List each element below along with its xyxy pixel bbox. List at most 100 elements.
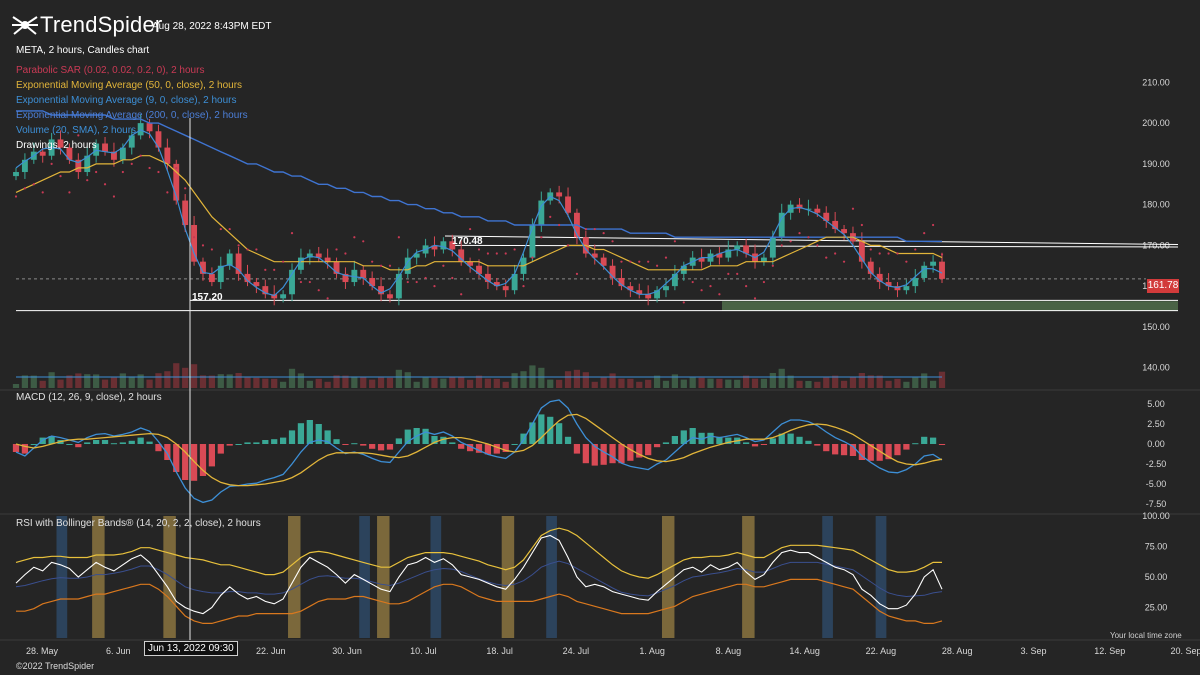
rsi-highlight-oversold (822, 516, 833, 638)
volume-bar (609, 373, 616, 388)
candle-body (832, 220, 839, 230)
macd-histogram-bar (832, 444, 839, 455)
psar-dot (442, 264, 445, 267)
macd-histogram-bar (582, 444, 589, 464)
psar-dot (166, 191, 169, 194)
candle-body (315, 253, 322, 258)
macd-histogram-bar (653, 444, 661, 448)
level-label-support: 157.20 (192, 292, 223, 303)
macd-histogram-bar (333, 439, 340, 444)
macd-histogram-bar (894, 444, 901, 456)
psar-dot (611, 240, 614, 243)
psar-dot (59, 175, 62, 178)
macd-histogram-bar (645, 444, 652, 456)
candle-body (663, 286, 669, 291)
indicator-ema-200[interactable]: Exponential Moving Average (200, 0, clos… (16, 110, 248, 121)
psar-dot (139, 154, 142, 157)
rsi-axis-tick: 75.00 (1145, 542, 1168, 552)
psar-dot (745, 285, 748, 288)
candle-body (609, 265, 616, 278)
psar-dot (780, 244, 783, 247)
candle-body (814, 208, 821, 213)
macd-histogram-bar (618, 444, 625, 464)
psar-dot (673, 240, 676, 243)
macd-histogram-bar (440, 436, 447, 444)
psar-dot (23, 187, 27, 190)
x-axis-tick: 10. Jul (410, 646, 437, 656)
macd-histogram-bar (66, 444, 73, 445)
volume-bar (475, 375, 483, 388)
rsi-highlight-oversold (430, 516, 442, 638)
candle-body (725, 249, 732, 258)
macd-histogram-bar (404, 429, 411, 444)
volume-bar (369, 379, 376, 388)
x-axis-tick: 18. Jul (486, 646, 513, 656)
psar-dot (842, 260, 846, 263)
macd-histogram-bar (876, 444, 883, 461)
x-axis-tick: 28. May (26, 646, 59, 656)
macd-histogram-bar (128, 440, 135, 444)
level-label-resistance: 170.48 (452, 236, 483, 247)
rsi-panel-label[interactable]: RSI with Bollinger Bands® (14, 20, 2, 2,… (16, 518, 261, 529)
volume-bar (894, 378, 901, 388)
volume-bar (600, 377, 607, 388)
candle-body (289, 269, 295, 295)
macd-histogram-bar (725, 437, 732, 444)
volume-bar (814, 381, 821, 388)
volume-bar (101, 379, 109, 388)
volume-bar (404, 372, 411, 388)
candle-body (458, 249, 465, 262)
psar-dot (789, 240, 792, 243)
psar-dot (477, 248, 481, 251)
trendspider-logo: TrendSpider (10, 12, 162, 38)
spider-icon (12, 16, 38, 35)
macd-histogram-bar (199, 444, 207, 476)
indicator-volume[interactable]: Volume (20, SMA), 2 hours (16, 125, 137, 136)
rsi-highlight-overbought (742, 516, 755, 638)
macd-histogram-bar (547, 416, 554, 444)
volume-bar (538, 367, 545, 388)
volume-bar (30, 375, 37, 388)
volume-bar (208, 375, 216, 388)
indicator-ema-50[interactable]: Exponential Moving Average (50, 0, close… (16, 80, 243, 91)
volume-bar (511, 373, 518, 388)
indicator-psar[interactable]: Parabolic SAR (0.02, 0.02, 0.2, 0), 2 ho… (16, 65, 205, 76)
indicator-drawings[interactable]: Drawings, 2 hours (16, 140, 97, 151)
volume-bar (315, 378, 322, 388)
candle-body (244, 273, 251, 283)
volume-bar (119, 373, 126, 388)
psar-dot (273, 268, 276, 271)
psar-dot (691, 280, 694, 284)
psar-dot (549, 215, 552, 218)
psar-dot (887, 252, 890, 255)
macd-histogram-bar (484, 444, 492, 455)
macd-histogram-bar (208, 444, 216, 467)
macd-panel-label[interactable]: MACD (12, 26, 9, close), 2 hours (16, 392, 162, 403)
volume-bar (653, 375, 661, 388)
macd-histogram-bar (600, 444, 607, 465)
volume-bar (235, 373, 242, 388)
candle-body (57, 139, 64, 148)
volume-bar (556, 379, 563, 388)
psar-dot (148, 166, 151, 170)
volume-bar (146, 379, 153, 388)
macd-histogram-bar (422, 428, 429, 444)
volume-bar (760, 378, 768, 388)
ema-200-line (16, 110, 942, 243)
price-axis-tick: 170.00 (1142, 240, 1170, 250)
indicator-ema-9[interactable]: Exponential Moving Average (9, 0, close)… (16, 95, 237, 106)
volume-bar (431, 377, 438, 388)
macd-histogram-bar (564, 436, 572, 444)
volume-bar (858, 373, 865, 388)
volume-bar (48, 372, 55, 388)
candle-body (146, 123, 153, 132)
macd-histogram-bar (262, 440, 269, 444)
macd-histogram-bar (796, 436, 803, 444)
macd-histogram-bar (324, 430, 331, 444)
psar-dot (371, 260, 374, 263)
volume-bar (573, 369, 581, 388)
candle-body (119, 147, 126, 160)
candle-body (395, 273, 402, 299)
psar-dot (299, 280, 303, 284)
